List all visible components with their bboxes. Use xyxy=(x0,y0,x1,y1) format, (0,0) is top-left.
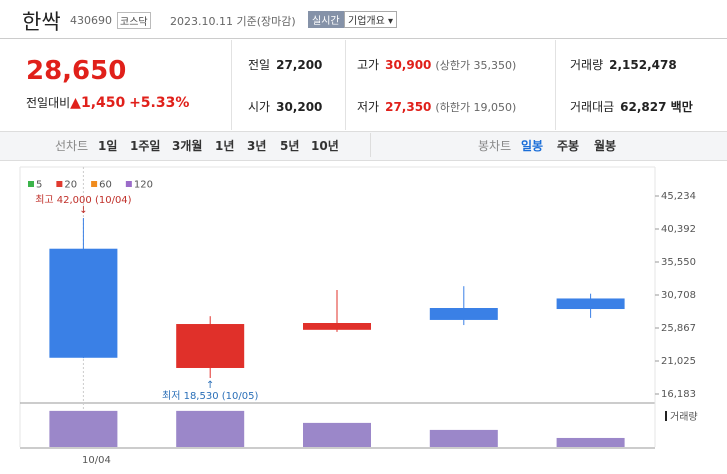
quote-value: 2,152,478 xyxy=(609,58,677,72)
stock-code: 430690 xyxy=(70,14,112,27)
quote-limit: (상한가 35,350) xyxy=(435,59,517,72)
annotation: 최고 42,000 (10/04) xyxy=(35,194,131,206)
market-badge: 코스닥 xyxy=(117,12,151,29)
quote-cell: 저가 27,350 (하한가 19,050) xyxy=(357,98,516,115)
divider xyxy=(231,40,232,130)
volume-bar xyxy=(556,437,625,447)
price: 28,650 xyxy=(26,56,127,86)
period-tab[interactable]: 1년 xyxy=(215,139,235,153)
quote-value: 27,200 xyxy=(276,58,323,72)
candle-body xyxy=(303,323,371,330)
legend-swatch xyxy=(56,181,63,187)
quote-label: 저가 xyxy=(357,100,380,114)
legend-label: 5 xyxy=(36,180,42,191)
quote-label: 고가 xyxy=(357,58,380,72)
period-tab[interactable]: 3개월 xyxy=(172,139,203,153)
quote-value: 62,827 백만 xyxy=(620,100,693,114)
y-tick-label: 40,392 xyxy=(661,224,696,235)
quote-cell: 고가 30,900 (상한가 35,350) xyxy=(357,56,516,73)
candle-body xyxy=(176,324,245,368)
y-tick-label: 35,550 xyxy=(661,257,696,268)
quote-label: 거래대금 xyxy=(570,100,615,114)
quote-label: 시가 xyxy=(248,100,271,114)
y-tick-label: 25,867 xyxy=(661,323,696,334)
candle-tab[interactable]: 일봉 xyxy=(521,139,544,153)
date: 2023.10.11 기준(장마감) xyxy=(170,15,296,28)
legend-swatch xyxy=(91,181,98,187)
tab-label: 선차트 xyxy=(55,139,89,153)
period-tab[interactable]: 1일 xyxy=(98,139,118,153)
chart: 5 20 60 120 45,234 40,392 35,550 30,708 25,867 21… xyxy=(19,166,698,466)
divider xyxy=(345,40,346,130)
candle-tab[interactable]: 주봉 xyxy=(557,139,580,153)
legend-swatch xyxy=(125,181,132,187)
candle-body xyxy=(429,308,498,320)
divider xyxy=(555,40,556,130)
quote-label: 전일 xyxy=(248,58,271,72)
change-rate: +5.33% xyxy=(129,95,190,111)
quote-label: 거래량 xyxy=(570,58,604,72)
y-tick-label: 16,183 xyxy=(661,389,696,400)
volume-bar xyxy=(49,410,118,447)
realtime-button[interactable]: 실시간 xyxy=(308,11,344,28)
y-tick-label: 30,708 xyxy=(661,290,696,301)
company-label: 기업개요 xyxy=(348,16,385,27)
tab-bar xyxy=(0,131,727,161)
quote-limit: (하한가 19,050) xyxy=(435,101,517,114)
quote-value: 30,900 xyxy=(385,58,432,72)
annotation: 최저 18,530 (10/05) xyxy=(162,390,258,402)
company-button[interactable]: 기업개요 ▾ xyxy=(344,11,398,28)
stock-name: 한싹 xyxy=(22,10,61,34)
quote-cell: 거래량 2,152,478 xyxy=(570,56,677,73)
annotation-arrow: ↑ xyxy=(206,380,214,391)
legend-label: 20 xyxy=(64,180,77,191)
quote-cell: 전일 27,200 xyxy=(248,56,322,73)
period-tab[interactable]: 5년 xyxy=(280,139,300,153)
candle-body xyxy=(49,248,118,358)
period-tab[interactable]: 10년 xyxy=(311,139,339,153)
quote-value: 30,200 xyxy=(276,100,323,114)
annotation-arrow: ↓ xyxy=(79,205,87,216)
period-tab[interactable]: 1주일 xyxy=(130,139,161,153)
volume-bar xyxy=(429,429,498,447)
legend-swatch xyxy=(28,181,34,187)
legend-label: 120 xyxy=(134,180,153,191)
candle-tab[interactable]: 월봉 xyxy=(594,139,617,153)
change-value: 1,450 xyxy=(80,95,126,111)
y-tick-label: 45,234 xyxy=(661,191,696,202)
quote-cell: 거래대금 62,827 백만 xyxy=(570,98,693,115)
volume-icon xyxy=(665,411,667,421)
candle-body xyxy=(556,298,625,310)
period-tab[interactable]: 3년 xyxy=(247,139,267,153)
volume-bar xyxy=(176,410,245,447)
legend-label: 60 xyxy=(99,180,112,191)
volume-bar xyxy=(303,422,371,447)
quote-cell: 시가 30,200 xyxy=(248,98,322,115)
quote-value: 27,350 xyxy=(385,100,432,114)
change-label: 전일대비 xyxy=(26,96,71,110)
x-tick-label: 10/04 xyxy=(82,455,111,466)
divider xyxy=(0,38,727,39)
y-tick-label: 21,025 xyxy=(661,356,696,367)
volume-label: 거래량 xyxy=(670,411,698,423)
change: 전일대비▲1,450 +5.33% xyxy=(26,95,190,111)
divider xyxy=(370,133,371,157)
tab-label: 봉차트 xyxy=(478,139,512,153)
